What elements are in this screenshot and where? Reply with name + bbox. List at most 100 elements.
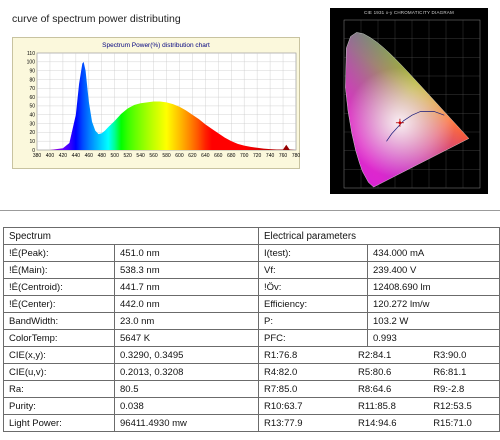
x-tick-label: 620 <box>188 153 197 159</box>
table-row: Purity: 0.038 R10:63.7 R11:85.8 R12:53.5 <box>3 397 500 415</box>
cell-value: 0.2013, 0.3208 <box>114 363 259 381</box>
y-tick-label: 30 <box>29 121 35 127</box>
cell-label: !É(Peak): <box>3 244 115 262</box>
cell-value: 0.993 <box>367 329 500 347</box>
cell-label: CIE(u,v): <box>3 363 115 381</box>
x-tick-label: 500 <box>111 153 120 159</box>
x-tick-label: 780 <box>292 153 301 159</box>
cell-label: PFC: <box>258 329 368 347</box>
render-index: R14:94.6 <box>358 417 397 429</box>
cell-value: 239.400 V <box>367 261 500 279</box>
cell-label: Ra: <box>3 380 115 398</box>
y-tick-label: 10 <box>29 139 35 145</box>
cell-label: !É(Center): <box>3 295 115 313</box>
render-index: R5:80.6 <box>358 366 392 378</box>
render-index: R13:77.9 <box>264 417 303 429</box>
planckian-locus <box>386 111 445 142</box>
table-header-row: Spectrum Electrical parameters <box>3 227 500 245</box>
spectrum-chart: Spectrum Power(%) distribution chart 380… <box>12 37 300 169</box>
cell-value: 441.7 nm <box>114 278 259 296</box>
x-tick-label: 660 <box>214 153 223 159</box>
cie-diagram: CIE 1931 x-y CHROMATICITY DIAGRAM <box>330 8 488 194</box>
table-row: !É(Main): 538.3 nm Vf: 239.400 V <box>3 261 500 279</box>
y-tick-label: 0 <box>32 148 35 154</box>
y-tick-label: 80 <box>29 77 35 83</box>
table-row: Light Power: 96411.4930 mw R13:77.9 R14:9… <box>3 414 500 432</box>
cell-label: I(test): <box>258 244 368 262</box>
render-index-cell: R4:82.0 R5:80.6 R6:81.1 <box>258 363 500 381</box>
cell-label: Vf: <box>258 261 368 279</box>
cell-value: 538.3 nm <box>114 261 259 279</box>
x-tick-label: 460 <box>85 153 94 159</box>
render-index-cell: R10:63.7 R11:85.8 R12:53.5 <box>258 397 500 415</box>
cell-label: P: <box>258 312 368 330</box>
table-row: CIE(u,v): 0.2013, 0.3208 R4:82.0 R5:80.6 R… <box>3 363 500 381</box>
table-row: CIE(x,y): 0.3290, 0.3495 R1:76.8 R2:84.1 R… <box>3 346 500 364</box>
y-tick-label: 40 <box>29 113 35 119</box>
y-tick-label: 90 <box>29 68 35 74</box>
render-index: R3:90.0 <box>433 349 467 361</box>
y-tick-label: 20 <box>29 130 35 136</box>
render-index: R9:-2.8 <box>433 383 465 395</box>
spectrum-area <box>37 61 296 150</box>
y-tick-label: 70 <box>29 86 35 92</box>
cell-value: 12408.690 lm <box>367 278 500 296</box>
render-index: R10:63.7 <box>264 400 303 412</box>
render-index-cell: R1:76.8 R2:84.1 R3:90.0 <box>258 346 500 364</box>
render-index: R4:82.0 <box>264 366 298 378</box>
cell-label: !É(Main): <box>3 261 115 279</box>
render-index: R2:84.1 <box>358 349 392 361</box>
x-tick-label: 580 <box>162 153 171 159</box>
cell-label: Purity: <box>3 397 115 415</box>
page-heading: curve of spectrum power distributing <box>12 13 181 25</box>
parameters-table: Spectrum Electrical parameters !É(Peak):… <box>3 227 500 432</box>
cell-label: BandWidth: <box>3 312 115 330</box>
x-tick-label: 420 <box>59 153 68 159</box>
cell-value: 80.5 <box>114 380 259 398</box>
render-index: R8:64.6 <box>358 383 392 395</box>
x-tick-label: 520 <box>123 153 132 159</box>
render-index-cell: R7:85.0 R8:64.6 R9:-2.8 <box>258 380 500 398</box>
chromaticity-point <box>398 121 402 125</box>
render-index: R6:81.1 <box>433 366 467 378</box>
cell-label: !Öv: <box>258 278 368 296</box>
cell-value: 120.272 lm/w <box>367 295 500 313</box>
cell-value: 96411.4930 mw <box>114 414 259 432</box>
x-tick-label: 380 <box>33 153 42 159</box>
cell-label: ColorTemp: <box>3 329 115 347</box>
table-row: !É(Centroid): 441.7 nm !Öv: 12408.690 lm <box>3 278 500 296</box>
section-divider <box>0 210 500 211</box>
x-tick-label: 400 <box>46 153 55 159</box>
render-index: R15:71.0 <box>433 417 472 429</box>
x-tick-label: 480 <box>98 153 107 159</box>
x-tick-label: 720 <box>253 153 262 159</box>
electrical-header: Electrical parameters <box>258 227 500 245</box>
y-tick-label: 110 <box>27 51 35 57</box>
x-tick-label: 740 <box>266 153 275 159</box>
cie-diagram-title: CIE 1931 x-y CHROMATICITY DIAGRAM <box>364 10 454 15</box>
x-tick-label: 760 <box>279 153 288 159</box>
spectrum-header: Spectrum <box>3 227 259 245</box>
cie-gamut-white <box>345 32 470 188</box>
cell-label: CIE(x,y): <box>3 346 115 364</box>
x-tick-label: 440 <box>72 153 81 159</box>
cie-plot <box>343 19 481 189</box>
render-index: R1:76.8 <box>264 349 298 361</box>
cell-value: 0.038 <box>114 397 259 415</box>
x-tick-label: 560 <box>149 153 158 159</box>
table-row: ColorTemp: 5647 K PFC: 0.993 <box>3 329 500 347</box>
table-row: Ra: 80.5 R7:85.0 R8:64.6 R9:-2.8 <box>3 380 500 398</box>
table-row: !É(Peak): 451.0 nm I(test): 434.000 mA <box>3 244 500 262</box>
cell-value: 451.0 nm <box>114 244 259 262</box>
render-index: R11:85.8 <box>358 400 396 412</box>
cell-label: !É(Centroid): <box>3 278 115 296</box>
table-row: !É(Center): 442.0 nm Efficiency: 120.272… <box>3 295 500 313</box>
y-tick-label: 60 <box>29 95 35 101</box>
cell-value: 0.3290, 0.3495 <box>114 346 259 364</box>
render-index: R7:85.0 <box>264 383 298 395</box>
spectrum-plot: 380 400 420 440 460 480 500 520 540 560 580 600 620 6… <box>27 51 301 159</box>
table-row: BandWidth: 23.0 nm P: 103.2 W <box>3 312 500 330</box>
y-tick-label: 100 <box>27 60 36 66</box>
cell-value: 442.0 nm <box>114 295 259 313</box>
x-tick-label: 640 <box>201 153 210 159</box>
